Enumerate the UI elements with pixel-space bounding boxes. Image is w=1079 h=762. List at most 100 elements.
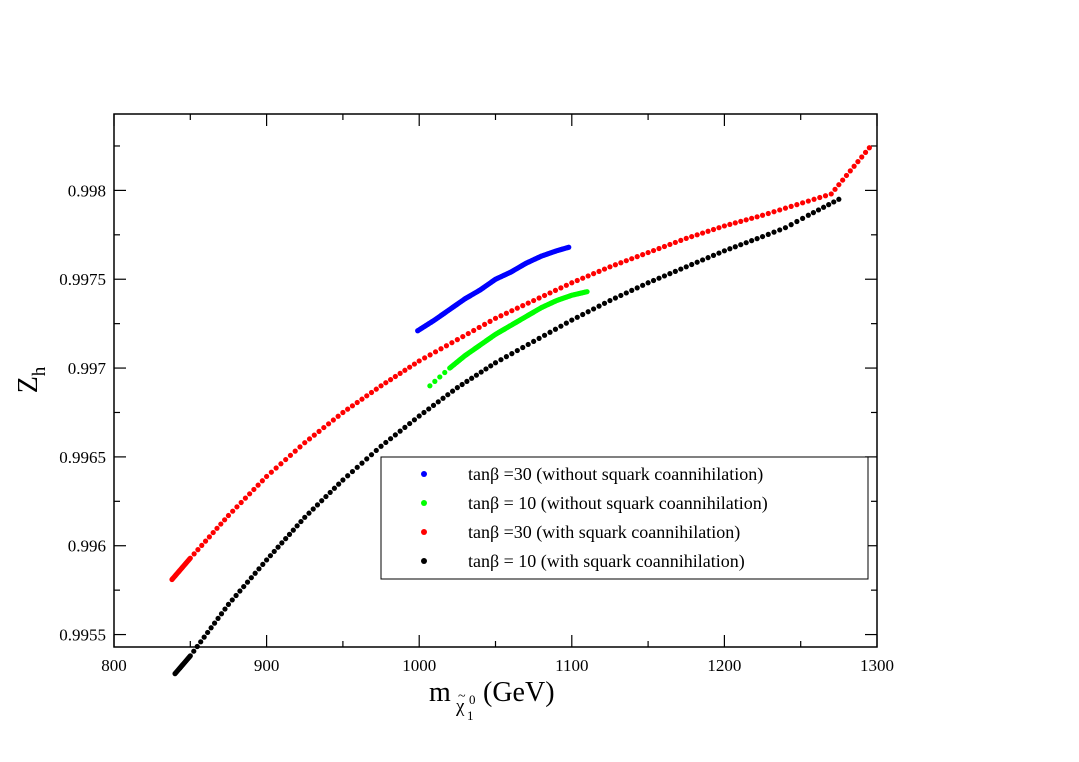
data-point [340,409,346,416]
data-point [771,229,777,235]
data-point [297,444,303,450]
data-point [416,413,422,419]
data-point [283,536,289,542]
data-point [580,311,586,318]
data-point [340,477,346,483]
data-point [678,266,684,272]
legend-label: tanβ =30 (with squark coannihilation) [468,522,740,543]
data-point [623,290,629,296]
data-point [700,230,706,236]
data-point [471,327,477,334]
data-point [667,271,673,277]
data-point [359,460,365,466]
data-point [525,341,531,348]
data-point [211,620,218,626]
data-point [584,289,590,295]
data-point [843,172,850,179]
data-point [689,233,695,240]
series-2 [169,145,872,583]
data-point [302,440,308,446]
data-point [237,588,243,594]
data-point [777,207,783,213]
data-point [244,579,251,585]
data-point [656,275,662,281]
data-point [574,314,580,320]
data-point [601,266,608,272]
data-point [426,406,432,412]
data-point [601,300,608,306]
data-point [275,544,281,550]
data-point [618,292,624,299]
axis-ticks [113,114,878,647]
data-point [482,321,488,328]
data-point [765,210,771,217]
data-point [325,421,332,427]
data-point [247,491,253,497]
data-point [612,262,619,268]
legend-label: tanβ =30 (without squark coannihilation) [468,464,763,485]
data-point [645,249,651,256]
data-point [222,606,228,612]
data-point [832,186,838,192]
data-point [264,557,270,563]
data-point [732,244,738,250]
data-point [558,285,564,291]
data-point [483,366,489,372]
legend-marker [421,471,427,477]
data-point [566,244,572,250]
data-point [215,615,221,622]
data-point [206,534,212,540]
y-tick-label: 0.998 [68,181,106,200]
series-3 [172,196,842,677]
data-point [503,354,509,360]
data-point [465,330,471,337]
data-point [828,191,834,197]
data-point [623,258,629,264]
data-point [563,282,569,288]
data-point [732,220,738,226]
data-point [387,377,394,383]
data-point [498,313,504,319]
data-point [218,521,224,527]
data-point [273,465,279,471]
data-point [330,417,336,423]
data-point [612,295,619,301]
data-point [430,402,437,408]
data-point [286,531,293,537]
data-point [233,592,239,599]
data-point [536,335,542,341]
data-point [205,629,211,636]
data-point [716,250,722,256]
data-point [591,306,597,312]
data-point [531,338,537,345]
data-point [563,320,569,326]
data-point [364,393,370,399]
data-point [694,232,700,238]
data-point [345,473,351,479]
data-point [585,273,591,279]
data-point [283,456,289,463]
data-point [234,504,240,510]
data-point [310,506,316,512]
x-axis-label-accent: ~ [458,689,466,704]
data-point [509,351,515,357]
data-point [478,369,484,375]
data-point [683,235,689,241]
data-point [278,461,284,467]
data-point [473,372,480,378]
data-point [191,648,197,654]
data-point [187,555,193,561]
data-point [788,222,794,228]
data-point [794,202,800,208]
data-point [591,271,597,277]
data-point [607,297,613,304]
data-point [859,154,865,160]
svg-text:Zh: Zh [13,366,50,393]
data-point [831,199,837,205]
data-point [667,241,673,248]
data-point [782,205,789,211]
data-point [618,260,624,266]
data-point [438,346,444,352]
data-point [437,374,443,380]
legend-marker [421,500,427,506]
